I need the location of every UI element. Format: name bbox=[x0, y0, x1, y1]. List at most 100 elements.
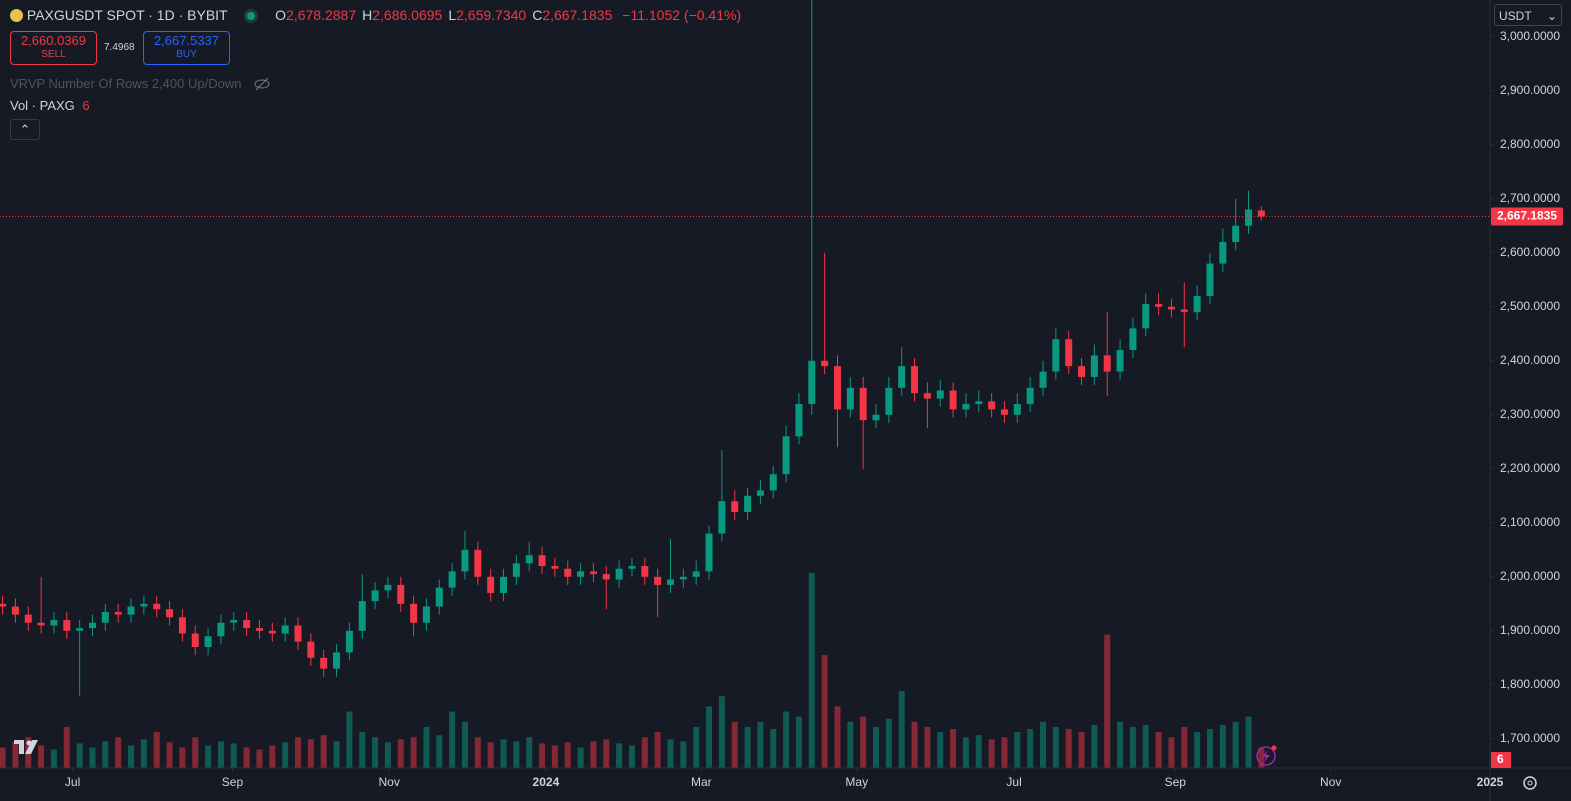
candle-body bbox=[307, 641, 315, 658]
candle-body bbox=[0, 603, 7, 607]
candle-body bbox=[808, 360, 816, 404]
candle-body bbox=[1142, 304, 1150, 329]
volume-bar bbox=[372, 737, 379, 768]
candle-body bbox=[63, 620, 71, 631]
volume-bar bbox=[256, 749, 263, 768]
settings-icon[interactable] bbox=[1523, 776, 1537, 790]
volume-bar bbox=[230, 743, 237, 768]
candle-body bbox=[846, 387, 854, 410]
candle-body bbox=[114, 611, 122, 615]
sell-price: 2,660.0369 bbox=[20, 33, 87, 48]
candle-body bbox=[1155, 304, 1163, 307]
hide-icon[interactable] bbox=[253, 77, 271, 91]
volume-bar bbox=[89, 747, 96, 768]
volume-bar bbox=[706, 706, 713, 768]
volume-bar bbox=[1206, 729, 1213, 768]
volume-bar bbox=[500, 739, 507, 768]
candle-body bbox=[1257, 210, 1265, 217]
volume-bar bbox=[641, 737, 648, 768]
volume-bar bbox=[744, 726, 751, 768]
candle-body bbox=[1232, 225, 1240, 242]
volume-bar bbox=[526, 737, 533, 768]
candle-body bbox=[577, 571, 585, 577]
volume-bar bbox=[988, 739, 995, 768]
tv-logo bbox=[14, 740, 38, 754]
candle-body bbox=[731, 501, 739, 512]
candle-body bbox=[461, 549, 469, 572]
volume-bar bbox=[1091, 724, 1098, 768]
candle-body bbox=[243, 620, 251, 629]
price-axis bbox=[1490, 0, 1571, 801]
volume-bar bbox=[551, 745, 558, 768]
axes: 1,700.0000 1,800.0000 1,900.0000 2,000.0000… bbox=[65, 29, 1563, 789]
candle-body bbox=[422, 606, 430, 623]
candle-body bbox=[1245, 209, 1253, 226]
candle-body bbox=[1052, 339, 1060, 372]
candle-body bbox=[1167, 306, 1175, 310]
candle-body bbox=[101, 611, 109, 623]
volume-bar bbox=[474, 737, 481, 768]
candle-body bbox=[898, 366, 906, 388]
x-tick-label: 2025 bbox=[1477, 775, 1504, 789]
candle-body bbox=[705, 533, 713, 572]
volume-bar bbox=[577, 747, 584, 768]
candle-body bbox=[564, 568, 572, 577]
y-tick-label: 2,900.0000 bbox=[1500, 83, 1560, 97]
volume-bar bbox=[1014, 732, 1021, 768]
volume-bar bbox=[449, 711, 456, 768]
volume-bar bbox=[76, 743, 83, 768]
sell-button[interactable]: 2,660.0369 SELL bbox=[10, 31, 97, 65]
volume-bar bbox=[295, 737, 301, 768]
volume-bar bbox=[1129, 726, 1136, 768]
candle-body bbox=[1039, 371, 1047, 388]
y-tick-label: 2,200.0000 bbox=[1500, 461, 1560, 475]
x-tick-label: Jul bbox=[1006, 775, 1021, 789]
volume-bar bbox=[1040, 721, 1046, 768]
indicator-label: VRVP Number Of Rows 2,400 Up/Down bbox=[10, 76, 242, 91]
volume-bar bbox=[924, 726, 931, 768]
candle-body bbox=[230, 620, 238, 623]
collapse-button[interactable]: ⌃ bbox=[10, 119, 40, 140]
symbol-row: PAXGUSDT SPOT · 1D · BYBIT O2,678.2887 H2… bbox=[10, 7, 741, 23]
ohlc-value: 2,667.1835 bbox=[542, 7, 613, 23]
volume-bar bbox=[590, 741, 597, 768]
lightning-icon[interactable] bbox=[1256, 745, 1277, 766]
candle-body bbox=[692, 571, 700, 577]
status-dot bbox=[247, 12, 256, 20]
x-tick-label: Nov bbox=[1320, 775, 1341, 789]
volume-bar bbox=[140, 739, 147, 768]
volume-label: Vol · PAXG bbox=[10, 98, 75, 113]
volume-bar bbox=[654, 732, 661, 768]
candle-body bbox=[37, 622, 45, 626]
volume-bar bbox=[1001, 737, 1008, 768]
volume-tag bbox=[1491, 752, 1511, 768]
volume-bar bbox=[12, 742, 19, 768]
volume-bar bbox=[731, 721, 738, 768]
candle-body bbox=[936, 390, 944, 399]
volume-legend: Vol · PAXG 6 bbox=[10, 98, 90, 113]
currency: USDT bbox=[1499, 9, 1532, 23]
x-tick-label: Mar bbox=[691, 775, 712, 789]
y-tick-label: 2,800.0000 bbox=[1500, 137, 1560, 151]
candle-body bbox=[255, 628, 263, 631]
volume-bar bbox=[50, 749, 57, 768]
volume-bar bbox=[38, 745, 45, 768]
sell-label: SELL bbox=[41, 49, 66, 60]
volume-bar bbox=[217, 741, 224, 768]
candle-body bbox=[859, 387, 867, 421]
x-tick-label: Nov bbox=[379, 775, 400, 789]
buy-button[interactable]: 2,667.5337 BUY bbox=[143, 31, 230, 65]
candle-body bbox=[294, 625, 302, 642]
candle-body bbox=[641, 566, 649, 577]
volume-bar bbox=[808, 573, 815, 768]
candle-body bbox=[589, 571, 597, 575]
y-tick-label: 2,700.0000 bbox=[1500, 191, 1560, 205]
candle-body bbox=[667, 579, 674, 585]
currency-select[interactable]: USDT ⌄ bbox=[1494, 4, 1562, 26]
candle-body bbox=[153, 603, 161, 610]
y-tick-label: 2,300.0000 bbox=[1500, 407, 1560, 421]
volume-bar bbox=[885, 718, 892, 768]
